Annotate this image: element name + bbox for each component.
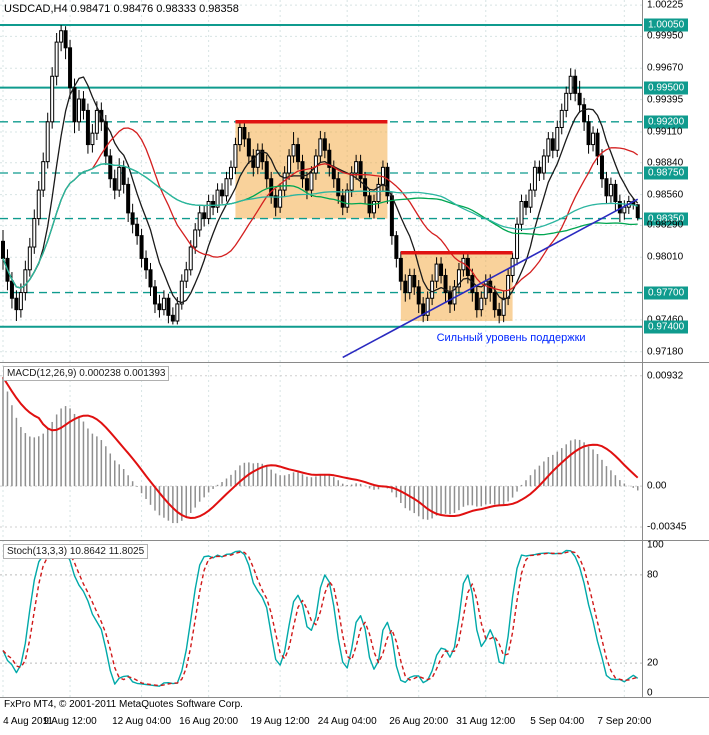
price-axis-label: 0.98010	[647, 251, 684, 263]
price-level-badge: 0.97400	[644, 320, 689, 334]
time-axis-label: 9 Aug 12:00	[43, 716, 97, 727]
price-level-badge: 0.98350	[644, 212, 689, 226]
time-axis-label: 5 Sep 04:00	[530, 716, 585, 727]
time-axis-label: 4 Aug 2011	[3, 716, 53, 727]
macd-axis-label: -0.00345	[647, 521, 687, 533]
time-axis-label: 31 Aug 12:00	[456, 716, 516, 727]
price-axis-label: 0.97460	[647, 313, 683, 326]
macd-axis-label: 0.00932	[647, 370, 684, 382]
price-axis-label: 0.99395	[647, 94, 684, 106]
price-axis-label: 0.99670	[647, 62, 684, 74]
stoch-axis-label: 0	[647, 687, 653, 699]
macd-indicator-label: MACD(12,26,9) 0.000238 0.001393	[3, 366, 170, 381]
candles-layer	[1, 25, 640, 325]
trendline-layer	[342, 198, 639, 359]
time-axis-label: 7 Sep 20:00	[597, 716, 652, 727]
stoch-axis-label: 80	[647, 569, 659, 581]
time-axis-label: 24 Aug 04:00	[317, 716, 377, 727]
price-level-badge: 0.97700	[644, 286, 689, 300]
price-level-badge: 1.00050	[644, 18, 689, 32]
moving-averages-layer	[2, 76, 639, 304]
price-axis-label: 0.98560	[647, 189, 684, 201]
macd-layer	[2, 376, 639, 524]
price-level-badge: 0.99200	[644, 115, 689, 129]
copyright-text: FxPro MT4, © 2001-2011 MetaQuotes Softwa…	[4, 699, 243, 710]
price-level-badge: 0.98750	[644, 166, 689, 180]
price-axis-label: 0.99950	[647, 30, 684, 42]
stochastic-layer	[2, 549, 639, 687]
stoch-axis-label: 20	[647, 657, 659, 669]
price-axis-label: 0.98840	[647, 157, 684, 169]
price-axis-label: 0.97180	[647, 346, 684, 358]
time-axis-label: 19 Aug 12:00	[250, 716, 310, 727]
chart-title: USDCAD,H4 0.98471 0.98476 0.98333 0.9835…	[4, 3, 239, 15]
price-level-badge: 0.99500	[644, 81, 689, 95]
time-axis-label: 12 Aug 04:00	[112, 716, 172, 727]
macd-axis-label: 0.00	[647, 480, 667, 492]
price-axis-label: 0.98290	[647, 219, 684, 231]
support-annotation: Сильный уровень поддержки	[436, 332, 586, 345]
stoch-axis-label: 100	[647, 539, 664, 551]
panel-borders	[0, 0, 709, 698]
price-axis-label: 0.99110	[647, 126, 683, 138]
time-axis-label: 16 Aug 20:00	[179, 716, 239, 727]
price-axis-label: 1.00225	[647, 0, 684, 11]
zone-resistance-lines	[235, 120, 513, 255]
stoch-indicator-label: Stoch(13,3,3) 10.8642 11.8025	[3, 544, 149, 559]
time-axis-label: 26 Aug 20:00	[389, 716, 449, 727]
